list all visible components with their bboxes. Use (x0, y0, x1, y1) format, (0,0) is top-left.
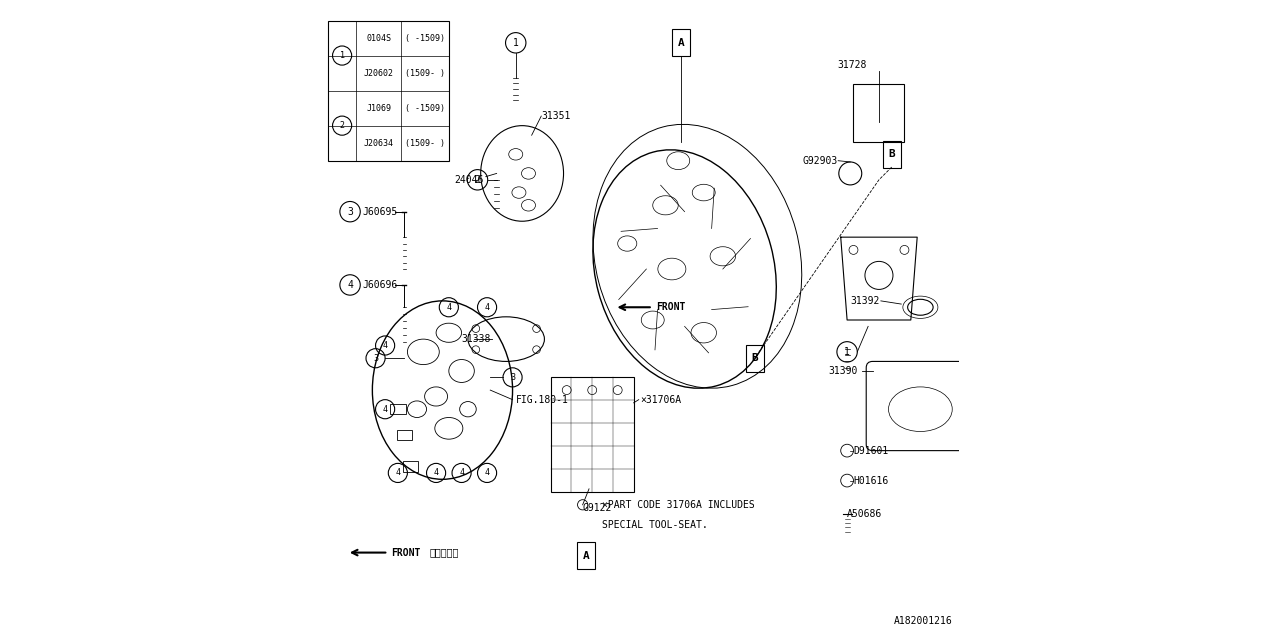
Text: 4: 4 (434, 468, 439, 477)
Text: 4: 4 (460, 468, 465, 477)
Text: 0104S: 0104S (366, 33, 392, 42)
Text: G9122: G9122 (582, 503, 612, 513)
Text: 24046: 24046 (454, 175, 484, 185)
Text: 3: 3 (509, 373, 515, 382)
Text: J20602: J20602 (364, 68, 394, 77)
Text: 1: 1 (844, 347, 850, 357)
Text: ( -1509): ( -1509) (404, 33, 445, 42)
Text: 《上面図》: 《上面図》 (430, 548, 460, 557)
Text: J20634: J20634 (364, 139, 394, 148)
Text: FIG.180-1: FIG.180-1 (516, 395, 568, 404)
Text: G92903: G92903 (803, 156, 837, 166)
Bar (550, 378, 634, 492)
Text: A50686: A50686 (847, 509, 882, 519)
Text: 1: 1 (339, 51, 344, 60)
Text: 4: 4 (485, 468, 489, 477)
Text: B: B (888, 149, 895, 159)
Text: 31728: 31728 (837, 60, 867, 70)
Text: 4: 4 (383, 341, 388, 350)
Bar (328, 20, 449, 161)
Text: 4: 4 (447, 303, 452, 312)
Text: A182001216: A182001216 (893, 616, 952, 626)
Bar (854, 84, 905, 141)
Text: 31338: 31338 (461, 334, 490, 344)
Bar (403, 461, 419, 472)
Text: 4: 4 (396, 468, 401, 477)
Text: (1509- ): (1509- ) (404, 139, 445, 148)
Text: 4: 4 (485, 303, 489, 312)
Text: FRONT: FRONT (392, 548, 421, 557)
Text: H01616: H01616 (854, 476, 888, 486)
Bar (397, 429, 412, 440)
Text: SPECIAL TOOL-SEAT.: SPECIAL TOOL-SEAT. (602, 520, 708, 530)
Text: J60696: J60696 (362, 280, 398, 290)
Text: J60695: J60695 (362, 207, 398, 217)
Text: A: A (582, 551, 589, 561)
Text: 3: 3 (372, 354, 378, 363)
Bar (390, 404, 406, 414)
Text: ×PART CODE 31706A INCLUDES: ×PART CODE 31706A INCLUDES (602, 500, 754, 510)
Text: ( -1509): ( -1509) (404, 104, 445, 113)
Text: 31351: 31351 (541, 111, 571, 121)
Text: 4: 4 (347, 280, 353, 290)
Text: 2: 2 (475, 175, 480, 185)
Text: 1: 1 (513, 38, 518, 48)
Text: 2: 2 (339, 121, 344, 130)
Text: 31390: 31390 (828, 366, 858, 376)
Text: A: A (678, 38, 685, 48)
Text: 4: 4 (383, 404, 388, 413)
Text: (1509- ): (1509- ) (404, 68, 445, 77)
Text: 31392: 31392 (850, 296, 879, 306)
Text: B: B (751, 353, 758, 364)
Text: FRONT: FRONT (655, 302, 685, 312)
Text: ×31706A: ×31706A (640, 395, 681, 404)
Text: J1069: J1069 (366, 104, 392, 113)
Text: D91601: D91601 (854, 445, 888, 456)
Text: 3: 3 (347, 207, 353, 217)
